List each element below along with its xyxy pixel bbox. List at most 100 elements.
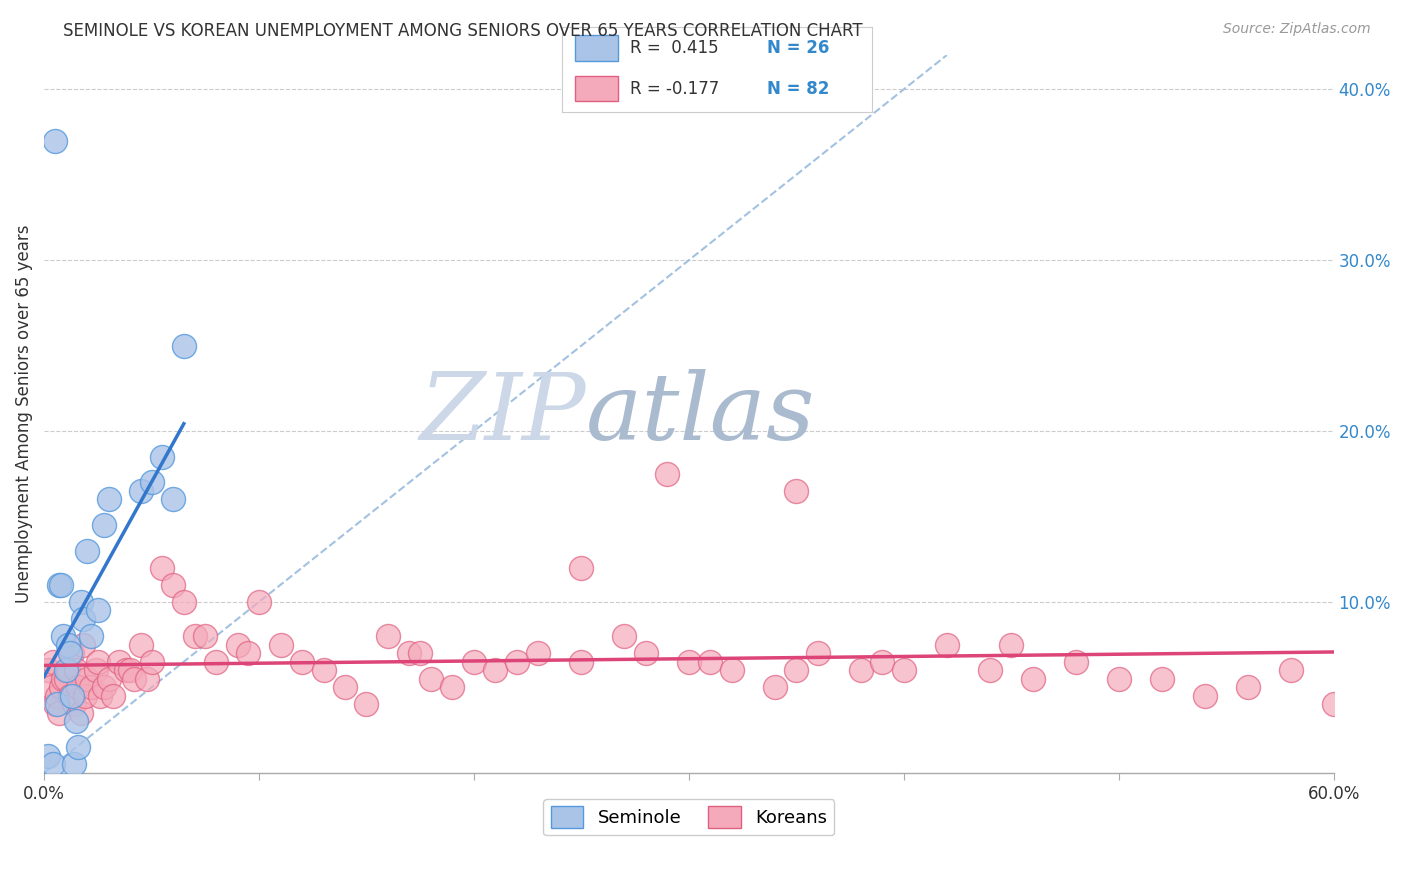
Point [613,629,636,643]
Point [80,629,103,643]
Point [69,595,91,609]
Point [55,672,77,686]
Point [238,646,260,660]
Point [80,681,103,695]
Point [270,638,292,652]
Point [51,578,73,592]
Point [849,663,872,677]
Point [136,672,159,686]
Point [699,655,721,669]
Point [1236,681,1258,695]
Point [1108,672,1130,686]
Text: SEMINOLE VS KOREAN UNEMPLOYMENT AMONG SENIORS OVER 65 YEARS CORRELATION CHART: SEMINOLE VS KOREAN UNEMPLOYMENT AMONG SE… [63,22,863,40]
Point [356,698,378,712]
Point [41,757,63,772]
Point [65,663,87,677]
Point [527,646,550,660]
Point [87,655,110,669]
Point [226,638,249,652]
Point [409,646,432,660]
Point [124,672,146,686]
Point [194,629,217,643]
Point [893,663,915,677]
Point [41,655,63,669]
Point [150,560,173,574]
Text: ZIP: ZIP [419,369,586,459]
Point [463,655,485,669]
Point [141,655,163,669]
Point [1064,655,1087,669]
Point [571,655,593,669]
Point [291,655,314,669]
Point [979,663,1001,677]
Text: N = 26: N = 26 [766,39,830,57]
Point [1150,672,1173,686]
Point [69,706,91,720]
Point [63,757,86,772]
Point [76,672,98,686]
Point [183,629,205,643]
Point [785,663,807,677]
Point [678,655,700,669]
Point [506,655,529,669]
Point [162,578,184,592]
Point [37,663,59,677]
Point [67,740,90,755]
Point [441,681,464,695]
Legend: Seminole, Koreans: Seminole, Koreans [543,799,834,836]
Point [93,681,115,695]
Text: Source: ZipAtlas.com: Source: ZipAtlas.com [1223,22,1371,37]
Point [72,638,94,652]
Point [65,714,87,729]
Point [93,518,115,533]
Bar [575,35,619,61]
Point [76,543,98,558]
Text: atlas: atlas [586,369,815,459]
Point [67,681,90,695]
Point [1022,672,1045,686]
Point [48,578,70,592]
Point [46,689,69,703]
Text: N = 82: N = 82 [766,79,830,97]
Point [120,663,142,677]
Point [87,603,110,617]
Point [44,134,66,148]
Point [60,646,83,660]
Point [312,663,335,677]
Point [807,646,830,660]
Point [398,646,420,660]
Y-axis label: Unemployment Among Seniors over 65 years: Unemployment Among Seniors over 65 years [15,225,32,603]
Point [247,595,270,609]
Point [763,681,786,695]
Point [173,595,195,609]
Point [73,689,96,703]
Point [51,681,73,695]
Point [60,689,83,703]
Point [37,748,59,763]
Point [101,689,124,703]
Point [150,450,173,464]
Point [63,698,86,712]
Point [571,560,593,574]
Bar [575,76,619,102]
Point [420,672,443,686]
Point [84,663,107,677]
Point [52,629,75,643]
Point [129,638,152,652]
Point [59,689,82,703]
Point [634,646,657,660]
Point [89,689,111,703]
Point [785,483,807,498]
Point [48,706,70,720]
Point [114,663,136,677]
Point [377,629,399,643]
Point [108,655,131,669]
Point [162,492,184,507]
Point [56,638,79,652]
Point [72,612,94,626]
Point [657,467,679,481]
Point [141,475,163,490]
Point [1194,689,1216,703]
Point [55,663,77,677]
Point [56,663,79,677]
